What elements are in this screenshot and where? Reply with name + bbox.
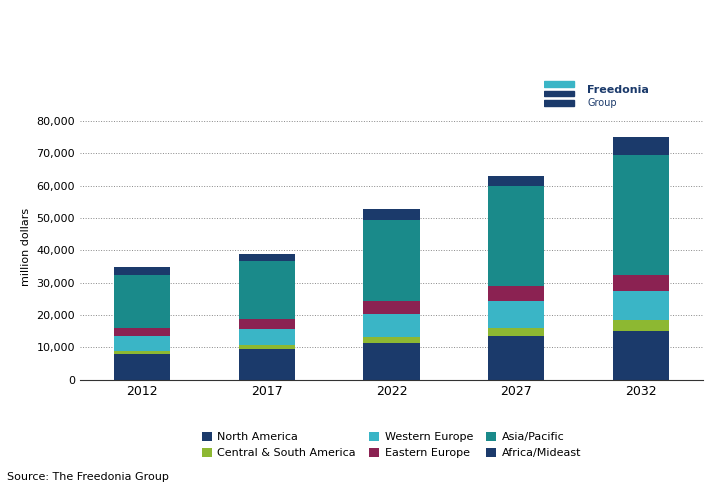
Bar [613,275,669,291]
Text: Figure 3-4.: Figure 3-4. [11,9,83,22]
Bar [488,286,544,300]
Bar [613,320,669,331]
Bar [114,275,170,328]
Bar [363,343,420,380]
Bar [239,345,295,349]
Bar [239,329,295,345]
Bar [363,337,420,343]
Text: Group: Group [587,98,617,108]
Bar [363,314,420,337]
Bar [544,81,573,87]
Bar [363,301,420,314]
Y-axis label: million dollars: million dollars [21,208,30,286]
Bar [613,137,669,155]
Bar [114,336,170,351]
Bar [613,331,669,380]
Text: 2012, 2017, 2022, 2027, & 2032: 2012, 2017, 2022, 2027, & 2032 [11,57,223,70]
Bar [363,209,420,220]
Bar [488,300,544,328]
Bar [114,351,170,354]
Bar [239,261,295,319]
Bar [488,328,544,336]
Bar [239,319,295,329]
Bar [544,100,573,106]
Text: Global Nonwovens Demand by Region,: Global Nonwovens Demand by Region, [11,33,267,46]
Text: (million dollars): (million dollars) [11,81,115,94]
Bar [488,186,544,286]
Bar [114,354,170,380]
Bar [613,291,669,320]
Text: Source: The Freedonia Group: Source: The Freedonia Group [7,472,169,482]
Legend: North America, Central & South America, Western Europe, Eastern Europe, Asia/Pac: North America, Central & South America, … [202,432,581,458]
Bar [488,336,544,380]
Bar [114,266,170,275]
Bar [613,155,669,275]
Bar [544,91,573,96]
Bar [488,176,544,186]
Text: Freedonia: Freedonia [587,85,649,95]
Bar [363,220,420,301]
Bar [114,328,170,336]
Bar [239,254,295,261]
Bar [239,349,295,380]
